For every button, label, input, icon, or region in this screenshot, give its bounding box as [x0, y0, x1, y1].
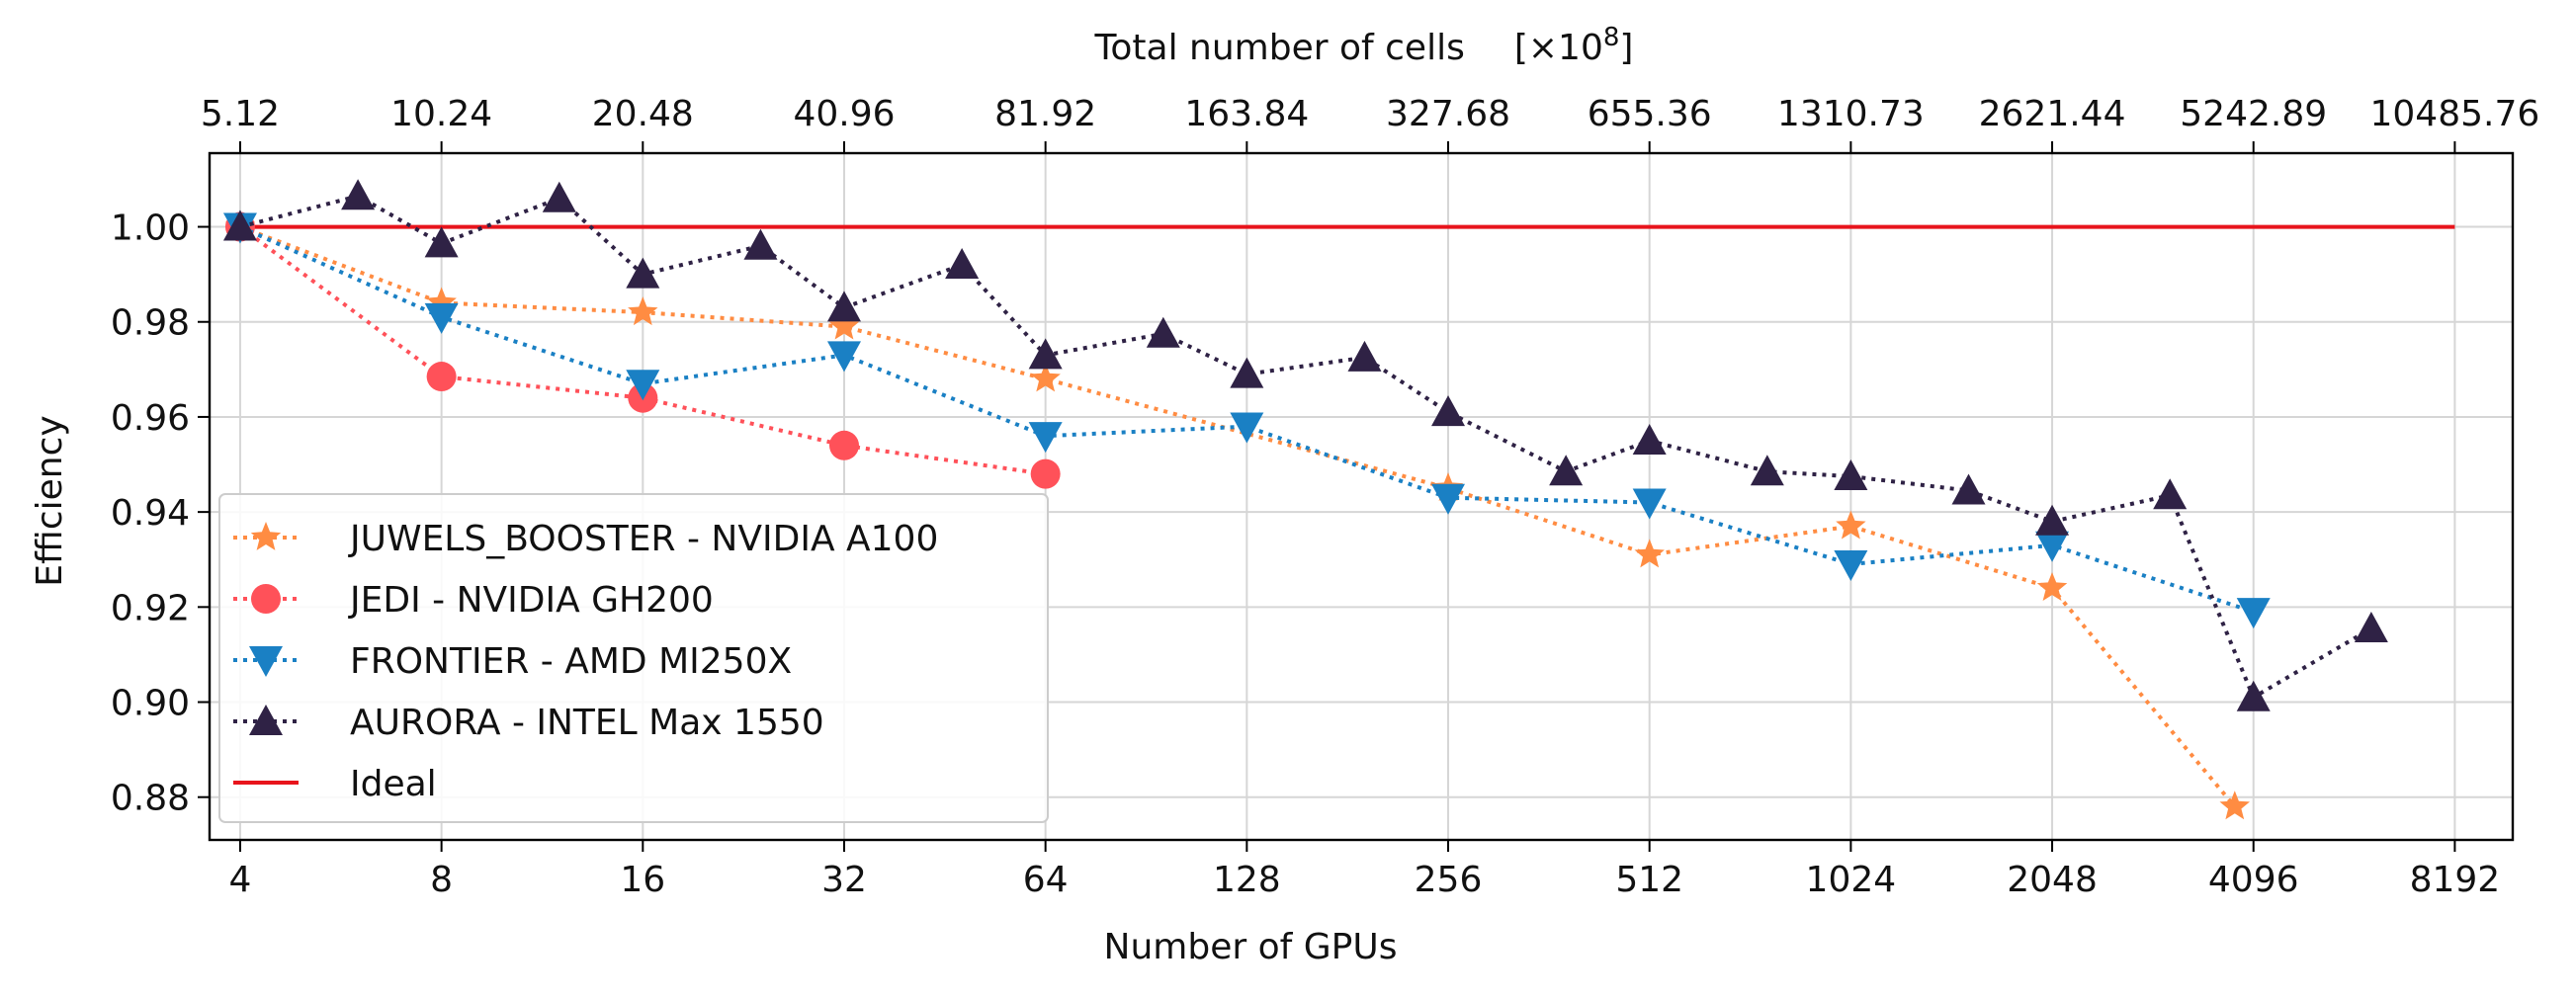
data-point — [1230, 357, 1264, 388]
y-tick-label: 0.88 — [111, 779, 190, 819]
data-point — [826, 291, 861, 322]
top-axis-unit-exponent: 8 — [1603, 23, 1620, 52]
legend-label: FRONTIER - AMD MI250X — [350, 641, 792, 682]
y-tick-label: 0.94 — [111, 493, 190, 534]
data-point — [424, 302, 459, 334]
data-point — [1347, 340, 1382, 372]
legend-swatch-marker — [251, 584, 281, 614]
data-point — [426, 362, 457, 392]
data-point — [826, 341, 861, 373]
data-point — [2236, 680, 2271, 711]
data-point — [1030, 363, 1061, 392]
top-tick-label: 20.48 — [592, 94, 694, 134]
data-point — [2219, 791, 2250, 820]
y-tick-label: 0.98 — [111, 303, 190, 344]
data-point — [1632, 488, 1667, 520]
data-point — [828, 310, 860, 340]
legend-label: JEDI - NVIDIA GH200 — [348, 580, 714, 621]
data-point — [1834, 550, 1868, 582]
data-point — [1632, 423, 1667, 455]
data-point — [1230, 412, 1264, 444]
y-tick-label: 0.96 — [111, 398, 190, 439]
series-layer — [222, 179, 2455, 820]
x-tick-label: 32 — [821, 860, 867, 900]
data-point — [341, 179, 376, 210]
x-axis-label: Number of GPUs — [1104, 927, 1398, 967]
x-tick-label: 1024 — [1806, 860, 1897, 900]
data-point — [2153, 478, 2188, 510]
data-point — [1028, 338, 1063, 370]
legend-swatch-marker — [250, 522, 282, 550]
top-axis-unit-close: ] — [1619, 28, 1633, 68]
data-point — [1634, 539, 1665, 568]
x-tick-label: 64 — [1023, 860, 1069, 900]
data-point — [2036, 572, 2068, 601]
plot-frame — [208, 151, 2515, 842]
legend-box — [218, 493, 1049, 823]
x-tick-label: 256 — [1415, 860, 1483, 900]
data-point — [1834, 459, 1868, 491]
data-point — [828, 430, 859, 460]
legend-swatch-marker — [249, 705, 283, 735]
data-point — [1836, 510, 1866, 540]
x-tick-label: 4096 — [2208, 860, 2299, 900]
data-point — [424, 226, 459, 258]
x-tick-label: 16 — [620, 860, 665, 900]
x-tick-label: 512 — [1615, 860, 1683, 900]
top-tick-label: 655.36 — [1588, 94, 1712, 134]
top-axis-label: Total number of cells [×108] — [1094, 23, 1634, 68]
legend-label: Ideal — [350, 764, 437, 804]
legend-swatch-marker — [249, 646, 283, 677]
data-point — [222, 209, 257, 241]
legend-label: JUWELS_BOOSTER - NVIDIA A100 — [348, 519, 938, 559]
data-point — [426, 287, 457, 316]
series-aurora-intel-max-1550 — [222, 179, 2388, 711]
legend-label: AURORA - INTEL Max 1550 — [350, 703, 824, 743]
data-point — [542, 181, 576, 212]
x-tick-label: 128 — [1213, 860, 1281, 900]
data-point — [2236, 598, 2271, 629]
top-tick-label: 10485.76 — [2370, 94, 2540, 134]
data-point — [1549, 455, 1584, 486]
legend: JUWELS_BOOSTER - NVIDIA A100 JEDI - NVIDI… — [218, 493, 1049, 823]
y-tick-label: 0.92 — [111, 588, 190, 628]
top-tick-label: 81.92 — [994, 94, 1096, 134]
top-axis-title: Total number of cells — [1094, 28, 1465, 68]
y-tick-label: 0.90 — [111, 684, 190, 724]
top-tick-label: 2621.44 — [1979, 94, 2126, 134]
data-point — [945, 248, 980, 280]
x-tick-label: 8192 — [2410, 860, 2501, 900]
top-tick-label: 327.68 — [1386, 94, 1510, 134]
top-axis-unit: [×10 — [1514, 28, 1603, 68]
x-tick-label: 2048 — [2007, 860, 2098, 900]
data-point — [743, 228, 778, 260]
top-tick-label: 1310.73 — [1777, 94, 1925, 134]
data-point — [1431, 395, 1466, 427]
y-axis-label: Efficiency — [30, 415, 70, 586]
data-point — [1750, 455, 1784, 486]
data-point — [1146, 316, 1180, 348]
y-tick-label: 1.00 — [111, 208, 190, 249]
data-point — [1030, 458, 1061, 489]
data-point — [2035, 504, 2070, 536]
data-point — [1431, 483, 1466, 515]
data-point — [626, 257, 660, 289]
top-tick-label: 40.96 — [793, 94, 895, 134]
data-point — [628, 296, 658, 326]
data-point — [1951, 473, 1986, 505]
data-point — [2035, 531, 2070, 562]
x-tick-label: 4 — [229, 860, 252, 900]
data-point — [2354, 611, 2388, 642]
series-frontier-amd-mi250x — [222, 212, 2271, 629]
data-point — [1028, 422, 1063, 454]
top-tick-label: 5242.89 — [2180, 94, 2327, 134]
top-tick-label: 5.12 — [201, 94, 280, 134]
top-tick-label: 10.24 — [390, 94, 492, 134]
axes: 4 5.12 8 10.24 16 20.48 32 40.96 64 81.92 128 163.8… — [111, 94, 2539, 900]
top-tick-label: 163.84 — [1184, 94, 1309, 134]
data-point — [626, 370, 660, 401]
x-tick-label: 8 — [430, 860, 453, 900]
